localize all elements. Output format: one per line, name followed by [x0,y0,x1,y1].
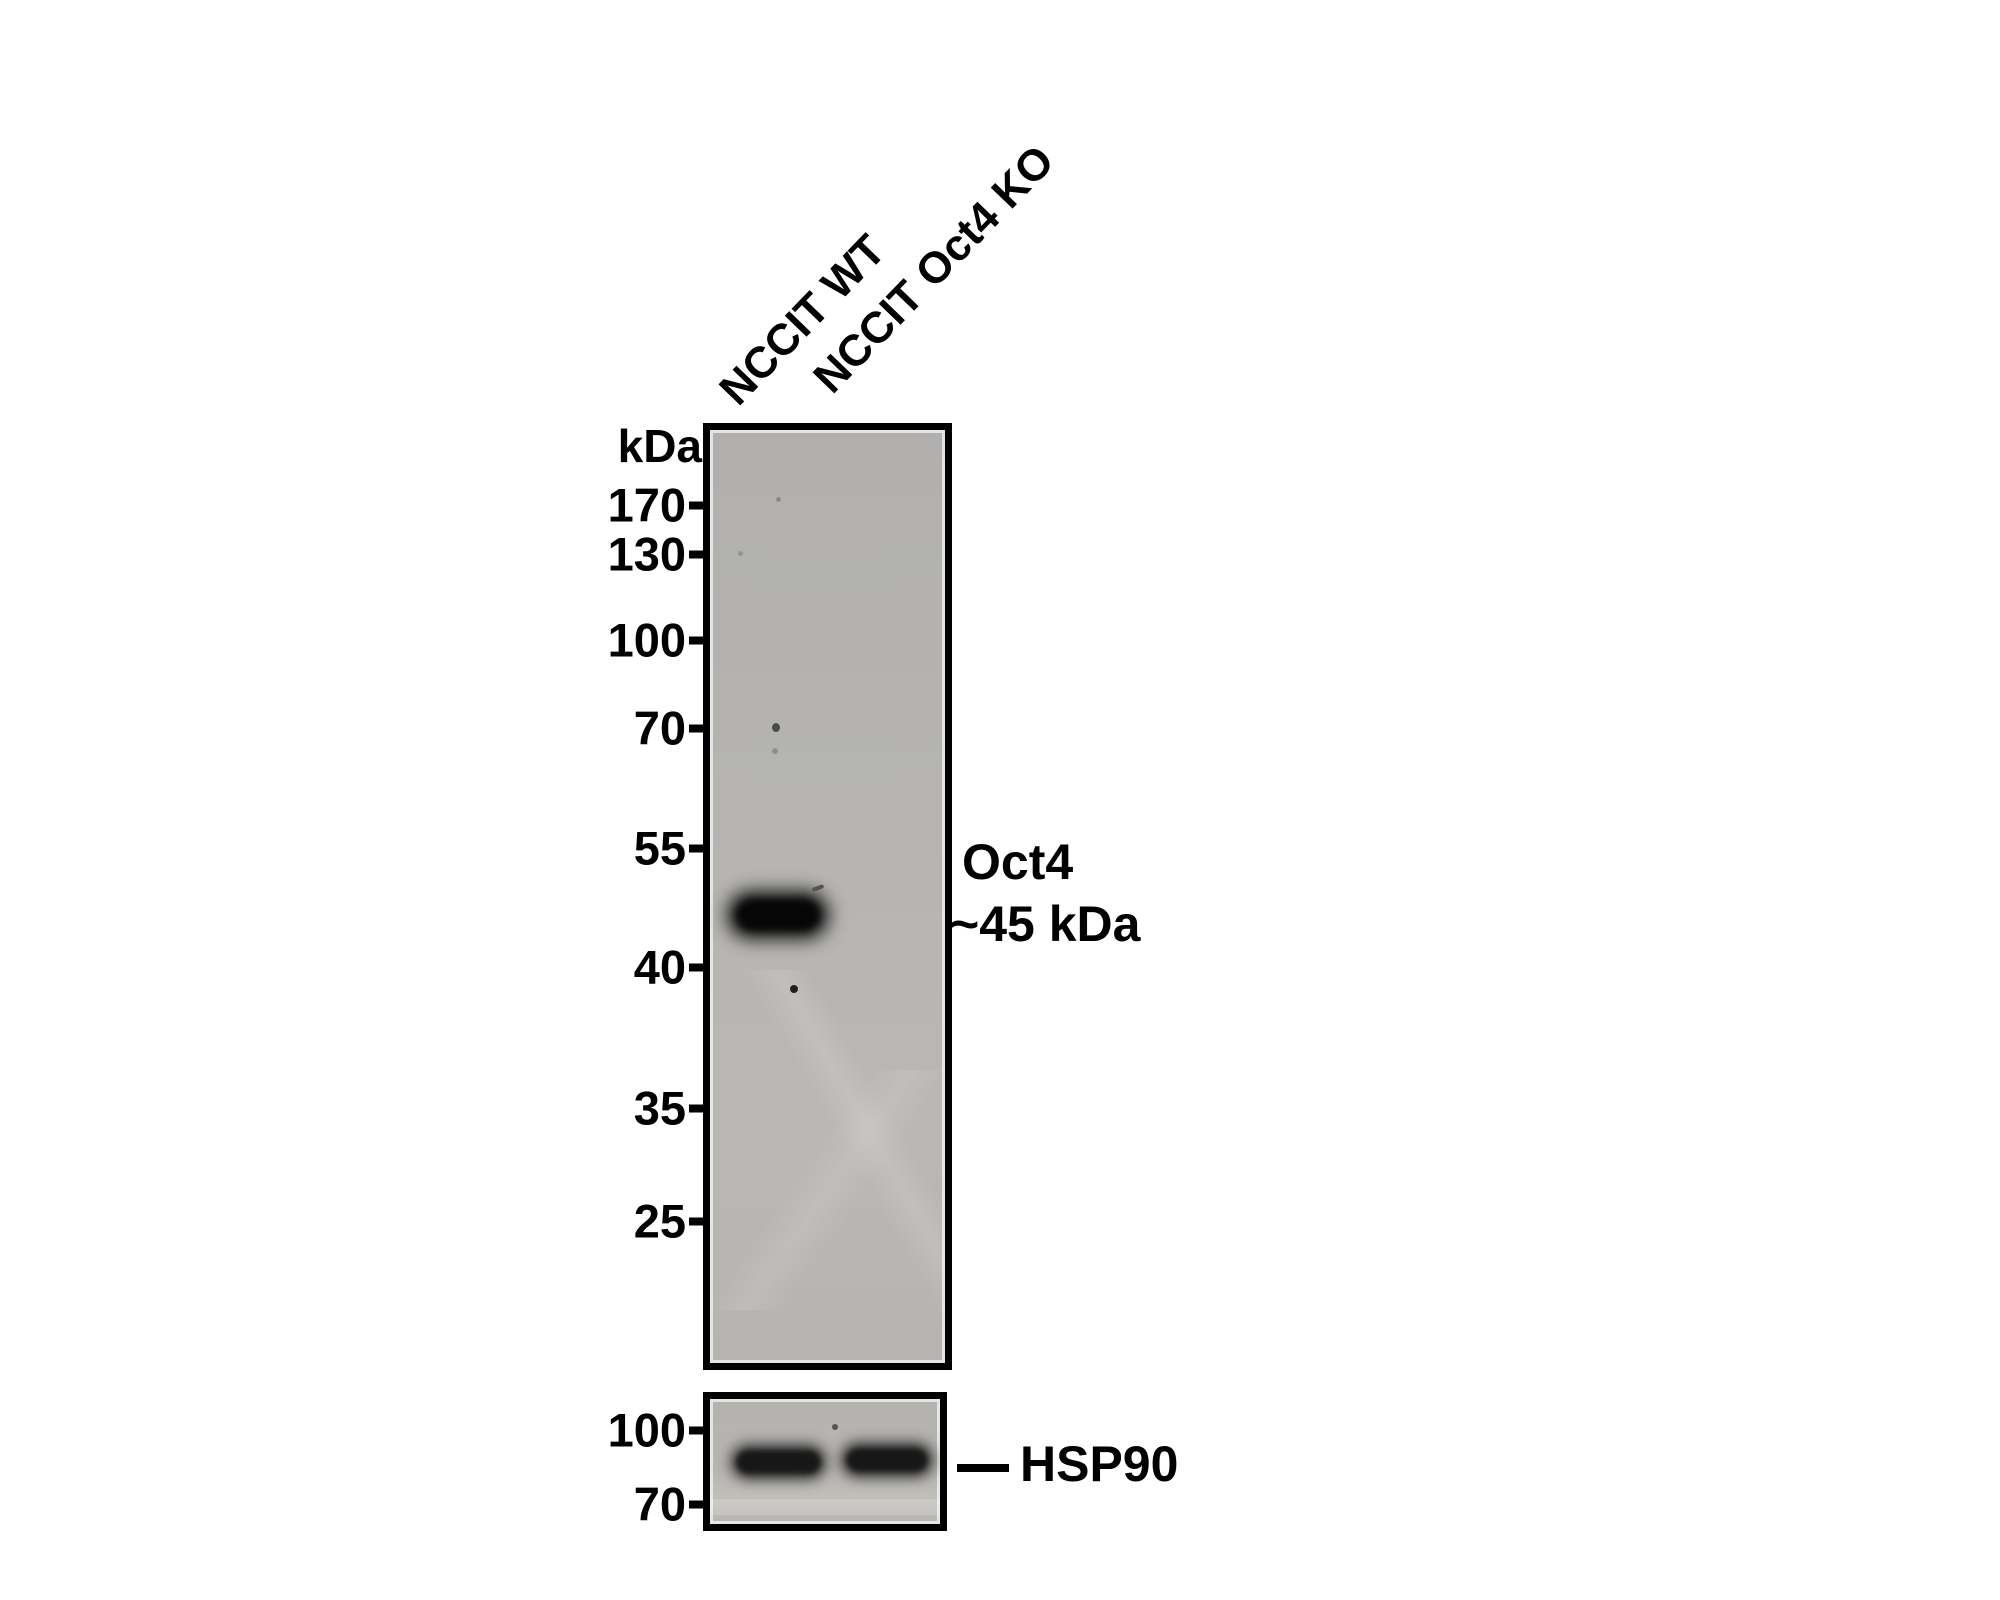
tick-mark [689,550,706,558]
tick-mark [689,1500,706,1508]
marker-label: 100 [607,1403,686,1457]
marker-row-40: 40 [380,944,706,991]
tick-mark [689,501,706,509]
hsp90-band-lane2 [847,1449,927,1471]
marker-label: 35 [633,1081,686,1135]
tick-mark [689,724,706,732]
marker-row-ctrl-70: 70 [380,1481,706,1528]
speck [772,748,778,754]
marker-row-130: 130 [380,531,706,578]
marker-label: 100 [607,613,686,667]
marker-row-70: 70 [380,705,706,752]
speck [790,985,798,993]
hsp90-pointer-line [957,1464,1009,1472]
marker-row-55: 55 [380,825,706,872]
marker-row-25: 25 [380,1198,706,1245]
oct4-band [737,900,819,930]
marker-label: 40 [633,940,686,994]
marker-label: 55 [633,821,686,875]
kda-unit-label: kDa [617,420,702,472]
scan-streak [710,1499,940,1515]
marker-label: 130 [607,527,686,581]
marker-label: 25 [633,1194,686,1248]
loading-control-label: HSP90 [1020,1436,1179,1492]
marker-label: 70 [633,1477,686,1531]
marker-label: 170 [607,478,686,532]
marker-row-170: 170 [380,482,706,529]
speck [772,723,780,732]
tick-mark [689,1217,706,1225]
speck [832,1424,838,1430]
speck [738,551,743,556]
speck [776,497,781,502]
unit-label-row: kDa [380,423,702,469]
tick-mark [689,1104,706,1112]
scan-streak [710,970,945,1350]
marker-row-35: 35 [380,1085,706,1132]
tick-mark [689,963,706,971]
band-annotation-target: Oct4 [962,834,1074,890]
marker-label: 70 [633,701,686,755]
marker-row-100: 100 [380,617,706,664]
tick-mark [689,636,706,644]
band-annotation-size: ~45 kDa [950,896,1141,952]
tick-mark [689,1426,706,1434]
scan-streak [710,1070,945,1310]
marker-row-ctrl-100: 100 [380,1407,706,1454]
hsp90-band-lane1 [737,1451,820,1473]
tick-mark [689,844,706,852]
